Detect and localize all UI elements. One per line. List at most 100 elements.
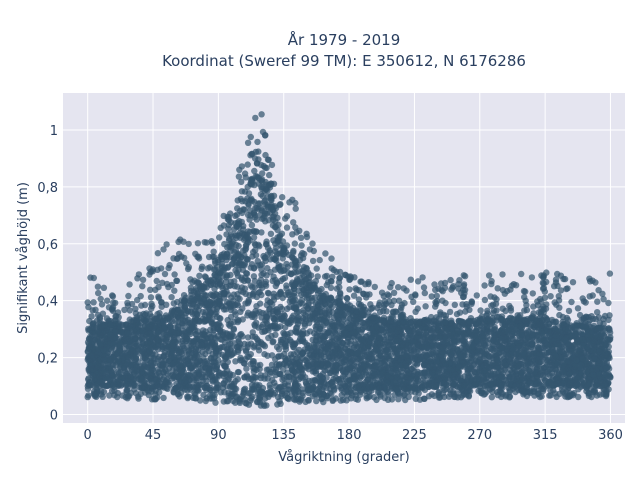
data-point [251,321,258,328]
data-point [266,370,274,377]
data-point [220,266,228,274]
data-point [387,368,394,376]
data-point [195,342,202,349]
data-point [258,229,265,236]
data-point [273,306,280,313]
data-point [286,298,293,305]
data-point [250,264,258,272]
data-point [237,330,245,338]
data-point [196,336,203,343]
data-point [448,351,455,359]
data-point [224,346,231,354]
data-point [356,366,363,373]
data-point [257,191,265,198]
data-point [552,327,559,334]
data-point [337,359,345,366]
data-point [362,369,369,376]
data-point [144,339,151,347]
data-point [245,341,252,348]
data-point [277,371,284,378]
data-point [169,360,176,368]
data-point [282,346,290,353]
data-point [416,328,424,335]
data-point [263,314,271,321]
data-point [305,366,312,373]
data-points [84,111,614,409]
data-point [305,295,312,302]
data-point [121,349,129,357]
data-point [312,310,319,317]
data-point [343,330,350,337]
data-point [269,376,276,384]
data-point [269,339,276,346]
data-point [227,306,235,314]
data-point [229,260,236,267]
data-point [361,344,368,352]
data-point [285,291,292,299]
data-point [306,328,314,335]
data-point [559,348,566,355]
data-point [487,365,494,372]
data-point [529,340,536,347]
data-point [331,328,338,336]
data-point [232,301,239,309]
data-point [420,373,428,380]
data-point [209,320,216,327]
data-point [433,356,440,363]
data-point [227,383,234,391]
data-point [257,211,264,219]
data-point [237,287,244,294]
data-point [256,288,263,296]
data-point [228,294,235,301]
data-point [314,301,321,308]
data-point [326,323,333,330]
data-point [505,342,513,349]
data-point [247,351,254,358]
data-point [106,364,114,371]
data-point [306,316,314,323]
data-point [518,331,526,339]
data-point [239,230,246,237]
data-point [402,353,409,360]
data-point [169,372,176,379]
data-point [286,360,294,367]
data-point [256,243,263,250]
data-point [377,352,384,359]
data-point [243,365,250,372]
data-point [299,374,306,382]
data-point [537,344,545,352]
data-point [127,373,134,380]
data-point [507,332,515,339]
data-point [199,330,206,337]
data-point [120,365,128,372]
data-point [258,271,265,278]
data-point [293,317,301,324]
data-point [486,353,493,360]
data-point [259,321,267,328]
data-point [210,292,217,299]
data-point [263,241,270,248]
data-point [380,360,387,367]
data-point [420,334,427,342]
data-point [235,242,242,250]
data-point [588,354,595,361]
data-point [262,327,269,335]
data-point [328,379,335,387]
data-point [162,312,170,319]
data-point [244,334,252,341]
data-point [606,373,614,381]
data-point [536,351,543,358]
data-point [280,329,287,337]
data-point [476,358,484,365]
data-point [124,359,131,366]
data-point [271,256,279,263]
data-point [313,347,320,354]
data-point [245,298,252,305]
data-point [336,308,343,315]
data-point [337,335,344,342]
data-point [154,335,162,343]
data-point [575,347,582,354]
data-point [281,360,288,368]
data-point [524,359,532,367]
data-point [314,360,321,368]
